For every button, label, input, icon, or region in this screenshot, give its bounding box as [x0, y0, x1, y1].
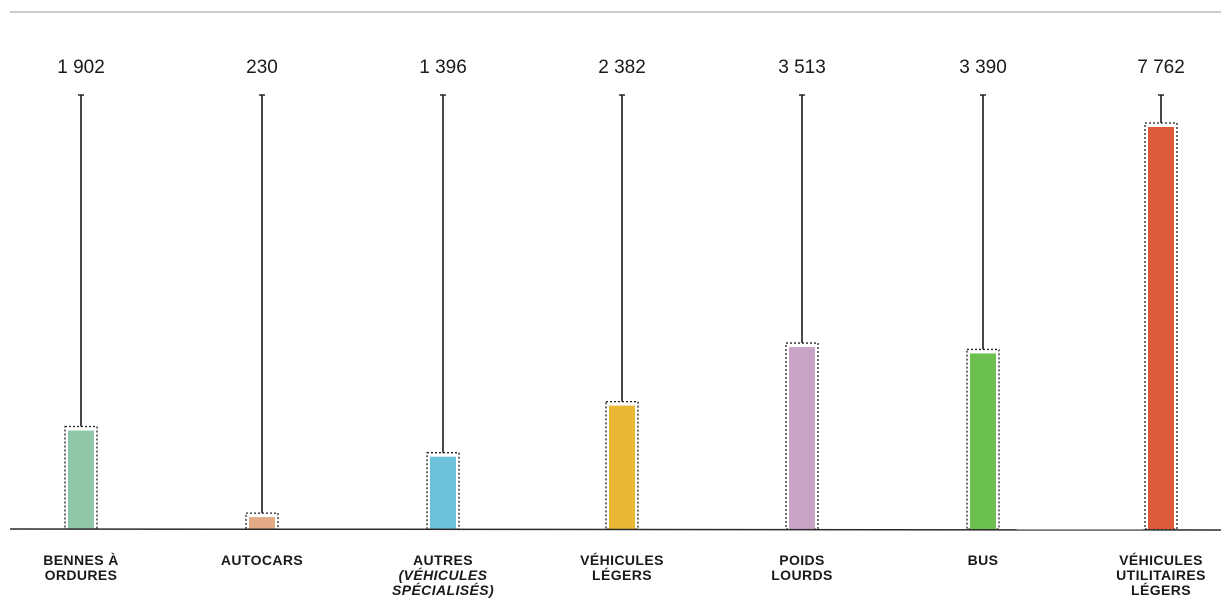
- bar: [68, 430, 94, 529]
- category-label: BUS: [968, 552, 999, 568]
- value-label: 7 762: [1137, 57, 1185, 78]
- category-label: BENNES À ORDURES: [43, 552, 119, 583]
- category-label: AUTOCARS: [221, 552, 303, 568]
- bar: [430, 456, 456, 529]
- value-label: 3 390: [959, 57, 1007, 78]
- value-label: 2 382: [598, 57, 646, 78]
- bar: [249, 517, 275, 529]
- category-label: VÉHICULES UTILITAIRES LÉGERS: [1116, 552, 1206, 598]
- bar: [1148, 127, 1174, 529]
- bar-outline: [245, 512, 279, 530]
- bar-outline: [966, 348, 1000, 530]
- value-label: 230: [246, 57, 278, 78]
- category-label: VÉHICULES LÉGERS: [580, 552, 664, 583]
- value-label: 1 396: [419, 57, 467, 78]
- bar-outline: [605, 400, 639, 530]
- bar: [609, 405, 635, 529]
- value-label: 1 902: [57, 57, 105, 78]
- x-axis-baseline: [9, 528, 1221, 531]
- bar: [789, 347, 815, 529]
- category-label: AUTRES (VÉHICULES SPÉCIALISÉS): [392, 552, 494, 598]
- value-label: 3 513: [778, 57, 826, 78]
- bar-outline: [64, 425, 98, 530]
- bar: [970, 353, 996, 529]
- category-label: POIDS LOURDS: [771, 552, 833, 583]
